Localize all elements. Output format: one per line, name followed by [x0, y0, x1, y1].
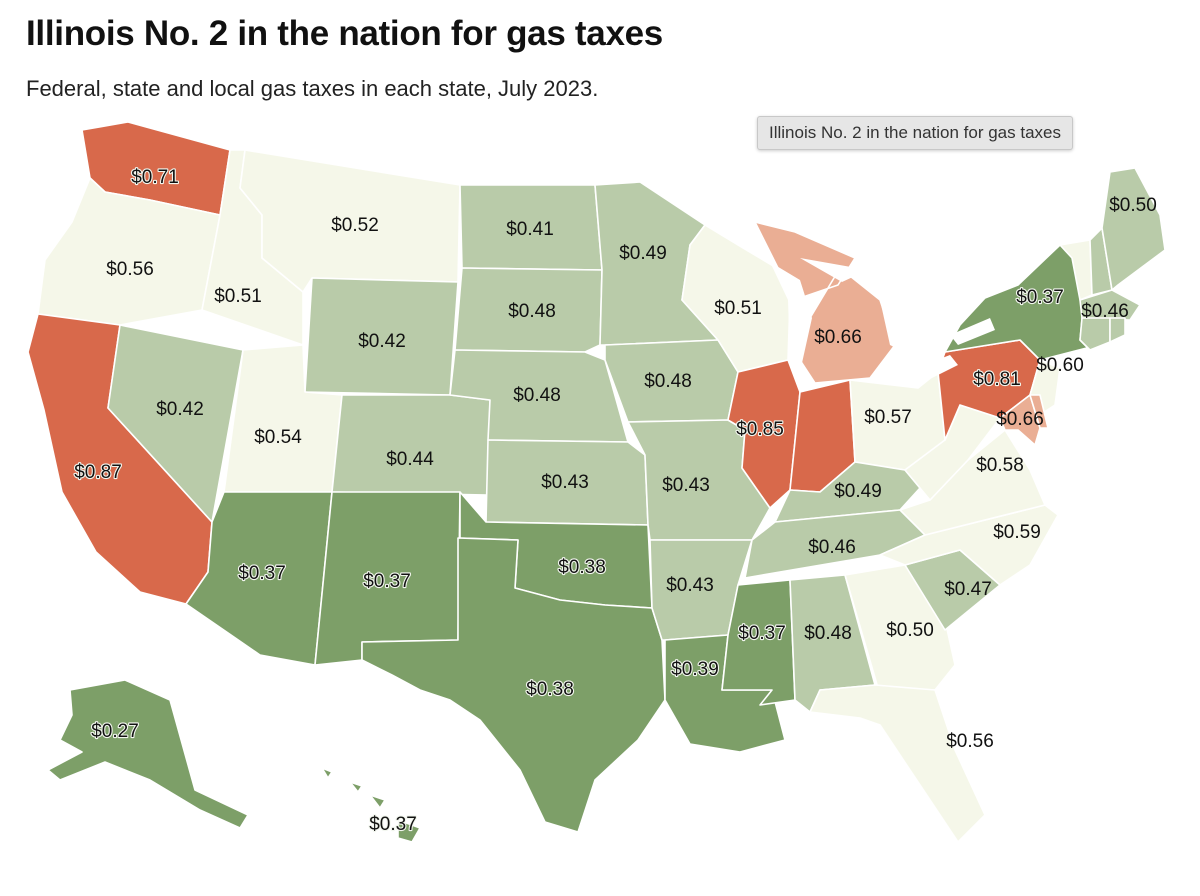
state-sd[interactable] — [454, 267, 603, 353]
lake-shape-5 — [950, 318, 995, 345]
tax-label-wy: $0.42 — [358, 331, 406, 352]
tax-label-tn: $0.46 — [808, 537, 856, 558]
tax-label-ne: $0.48 — [513, 385, 561, 406]
tax-label-ms: $0.37 — [738, 623, 786, 644]
tax-label-fl: $0.56 — [946, 731, 994, 752]
tax-label-ok: $0.38 — [558, 557, 606, 578]
tax-label-va: $0.58 — [976, 455, 1024, 476]
state-tax-labels: $0.71 $0.56 $0.87 $0.51 $0.42 $0.52 $0.42 $0.54… — [73, 166, 1157, 836]
state-shapes — [27, 121, 1166, 843]
tax-label-az: $0.37 — [238, 563, 286, 584]
state-ri[interactable] — [1109, 317, 1126, 343]
tax-label-tx: $0.38 — [526, 679, 574, 700]
tax-label-mn: $0.49 — [619, 243, 667, 264]
tax-label-ar: $0.43 — [666, 575, 714, 596]
tax-label-ny: $0.37 — [1016, 287, 1064, 308]
tax-label-nj: $0.60 — [1036, 355, 1084, 376]
tax-label-ut: $0.54 — [254, 427, 302, 448]
tax-label-ia: $0.48 — [644, 371, 692, 392]
lake-shape-2 — [800, 258, 868, 282]
hover-tooltip: Illinois No. 2 in the nation for gas tax… — [757, 116, 1073, 150]
state-il[interactable] — [727, 359, 801, 509]
lake-shape-3 — [880, 300, 905, 350]
tax-label-al: $0.48 — [804, 623, 852, 644]
tax-label-ky: $0.49 — [834, 481, 882, 502]
state-fl[interactable] — [809, 684, 986, 843]
tax-label-ma: $0.46 — [1081, 301, 1129, 322]
tax-label-hi: $0.37 — [369, 814, 417, 835]
great-lakes — [770, 258, 995, 385]
state-ma[interactable] — [1079, 289, 1141, 321]
tax-label-ca: $0.87 — [74, 462, 122, 483]
state-co[interactable] — [331, 394, 491, 496]
tax-label-pa: $0.81 — [973, 369, 1021, 390]
tax-label-sd: $0.48 — [508, 301, 556, 322]
tax-label-id: $0.51 — [214, 286, 262, 307]
tax-label-ks: $0.43 — [541, 472, 589, 493]
page-title: Illinois No. 2 in the nation for gas tax… — [26, 14, 663, 53]
state-me[interactable] — [1101, 167, 1166, 291]
tax-label-nv: $0.42 — [156, 399, 204, 420]
state-ak[interactable] — [47, 679, 249, 829]
state-mt[interactable] — [239, 149, 461, 293]
tax-label-sc: $0.47 — [944, 579, 992, 600]
page-subtitle: Federal, state and local gas taxes in ea… — [26, 76, 599, 101]
state-hi[interactable] — [321, 767, 421, 843]
tax-label-ak: $0.27 — [91, 721, 139, 742]
lake-shape-1 — [770, 262, 812, 372]
tax-label-co: $0.44 — [386, 449, 434, 470]
tax-label-nd: $0.41 — [506, 219, 554, 240]
tax-label-ga: $0.50 — [886, 620, 934, 641]
tax-label-or: $0.56 — [106, 259, 154, 280]
tax-label-oh: $0.57 — [864, 407, 912, 428]
tax-label-mi: $0.66 — [814, 327, 862, 348]
tax-label-me: $0.50 — [1109, 195, 1157, 216]
tax-label-mt: $0.52 — [331, 215, 379, 236]
tax-label-nm: $0.37 — [363, 571, 411, 592]
tax-label-wa: $0.71 — [131, 167, 179, 188]
state-ct[interactable] — [1079, 317, 1111, 351]
tax-label-wi: $0.51 — [714, 298, 762, 319]
tax-label-il: $0.85 — [736, 419, 784, 440]
lake-shape-4 — [905, 355, 958, 385]
state-de[interactable] — [1029, 394, 1049, 429]
tax-label-mo: $0.43 — [662, 475, 710, 496]
tax-label-nc: $0.59 — [993, 522, 1041, 543]
tax-label-la: $0.39 — [671, 659, 719, 680]
state-or[interactable] — [37, 177, 221, 326]
state-tx[interactable] — [361, 537, 666, 833]
tax-label-md: $0.66 — [996, 409, 1044, 430]
